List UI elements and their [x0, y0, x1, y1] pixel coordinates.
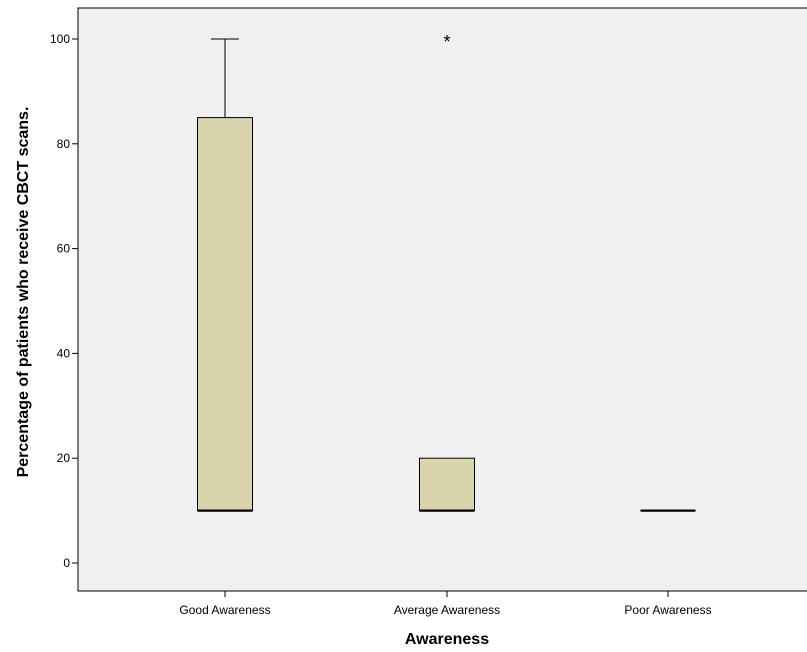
y-tick-label: 20 — [57, 451, 71, 465]
x-axis-title: Awareness — [405, 631, 489, 648]
y-axis: 0 20 40 60 80 100 — [50, 32, 78, 570]
box-average-awareness: * — [419, 32, 475, 512]
x-tick-label: Good Awareness — [179, 603, 270, 617]
outlier-marker: * — [443, 32, 450, 52]
x-tick-label: Average Awareness — [394, 603, 500, 617]
box-iqr — [197, 117, 253, 512]
box-good-awareness — [197, 38, 253, 512]
y-tick-label: 0 — [63, 556, 70, 570]
y-tick-label: 60 — [57, 242, 71, 256]
x-axis: Good Awareness Average Awareness Poor Awar… — [179, 591, 712, 617]
y-tick-label: 80 — [57, 137, 71, 151]
x-tick-label: Poor Awareness — [624, 603, 711, 617]
box-iqr — [419, 457, 475, 512]
y-tick-label: 40 — [57, 346, 71, 360]
boxes-group: * — [197, 32, 696, 512]
y-tick-label: 100 — [50, 32, 70, 46]
y-axis-title: Percentage of patients who receive CBCT … — [15, 107, 32, 478]
